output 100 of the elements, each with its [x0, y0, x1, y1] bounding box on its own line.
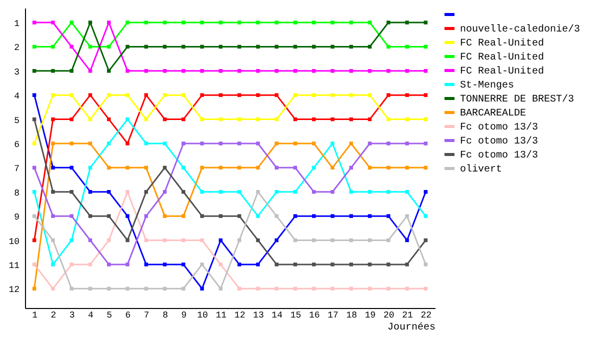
point	[51, 286, 55, 291]
point	[106, 20, 111, 24]
point	[330, 93, 334, 97]
x-tick-label: 8	[162, 310, 168, 320]
x-tick-label: 13	[253, 310, 264, 320]
point	[32, 20, 36, 24]
point	[386, 20, 390, 24]
legend-label: olivert	[460, 164, 502, 176]
y-tick-label: 8	[14, 188, 20, 198]
x-tick-label: 2	[50, 310, 56, 320]
legend-label: FC Real-United	[460, 52, 544, 64]
point	[200, 44, 204, 49]
x-tick-label: 17	[328, 310, 338, 320]
point	[237, 69, 242, 73]
point	[256, 238, 260, 242]
legend-label: TONNERRE DE BREST/3	[460, 94, 574, 106]
point	[312, 69, 316, 73]
point	[88, 214, 92, 218]
point	[405, 166, 409, 170]
point	[126, 166, 130, 170]
point	[330, 142, 334, 146]
point	[368, 20, 372, 24]
point	[200, 214, 204, 218]
point	[312, 262, 316, 266]
x-tick-label: 20	[384, 310, 394, 320]
point	[106, 93, 111, 97]
legend-label: BARCAREALDE	[460, 108, 526, 120]
point	[126, 117, 130, 122]
point	[162, 142, 167, 146]
point	[70, 238, 74, 242]
point	[126, 69, 130, 73]
y-tick-label: 7	[14, 164, 20, 174]
x-tick-label: 21	[402, 310, 413, 320]
x-tick-label: 9	[181, 310, 187, 320]
y-tick-label: 2	[14, 43, 20, 54]
point	[70, 93, 74, 97]
point	[274, 166, 278, 170]
point	[256, 44, 260, 49]
point	[200, 69, 204, 73]
point	[32, 262, 36, 266]
point	[330, 166, 334, 170]
point	[51, 214, 55, 218]
point	[70, 117, 74, 122]
point	[88, 93, 92, 97]
point	[70, 166, 74, 170]
point	[274, 93, 278, 97]
point	[51, 238, 55, 242]
point	[386, 69, 390, 73]
point	[70, 44, 74, 49]
point	[405, 117, 409, 122]
point	[237, 142, 242, 146]
point	[218, 20, 223, 24]
point	[182, 166, 186, 170]
point	[424, 20, 428, 24]
point	[144, 69, 148, 73]
point	[312, 93, 316, 97]
point	[386, 262, 390, 266]
point	[256, 262, 260, 266]
point	[106, 214, 111, 218]
point	[182, 214, 186, 218]
point	[256, 214, 260, 218]
point	[405, 44, 409, 49]
x-tick-label: 19	[364, 310, 376, 320]
point	[405, 214, 409, 218]
point	[51, 142, 55, 146]
point	[182, 69, 186, 73]
y-tick-label: 4	[14, 92, 20, 102]
point	[51, 93, 55, 97]
point	[32, 214, 36, 218]
point	[293, 69, 298, 73]
point	[405, 69, 409, 73]
x-tick-label: 10	[197, 310, 208, 320]
point	[312, 20, 316, 24]
point	[386, 190, 390, 194]
point	[312, 214, 316, 218]
point	[144, 20, 148, 24]
point	[70, 69, 74, 73]
legend-label: Fc otomo 13/3	[460, 150, 538, 162]
point	[274, 69, 278, 73]
point	[274, 238, 278, 242]
x-tick-label: 4	[88, 310, 94, 320]
y-tick-label: 3	[14, 67, 20, 78]
point	[218, 142, 223, 146]
point	[424, 214, 428, 218]
point	[218, 93, 223, 97]
point	[330, 69, 334, 73]
point	[126, 214, 130, 218]
point	[70, 214, 74, 218]
x-axis-title: Journées	[387, 322, 436, 334]
point	[424, 262, 428, 266]
point	[368, 93, 372, 97]
point	[126, 238, 130, 242]
point	[330, 20, 334, 24]
point	[330, 44, 334, 49]
x-tick-label: 14	[272, 310, 282, 320]
point	[51, 20, 55, 24]
point	[70, 20, 74, 24]
point	[274, 190, 278, 194]
point	[386, 142, 390, 146]
point	[200, 142, 204, 146]
